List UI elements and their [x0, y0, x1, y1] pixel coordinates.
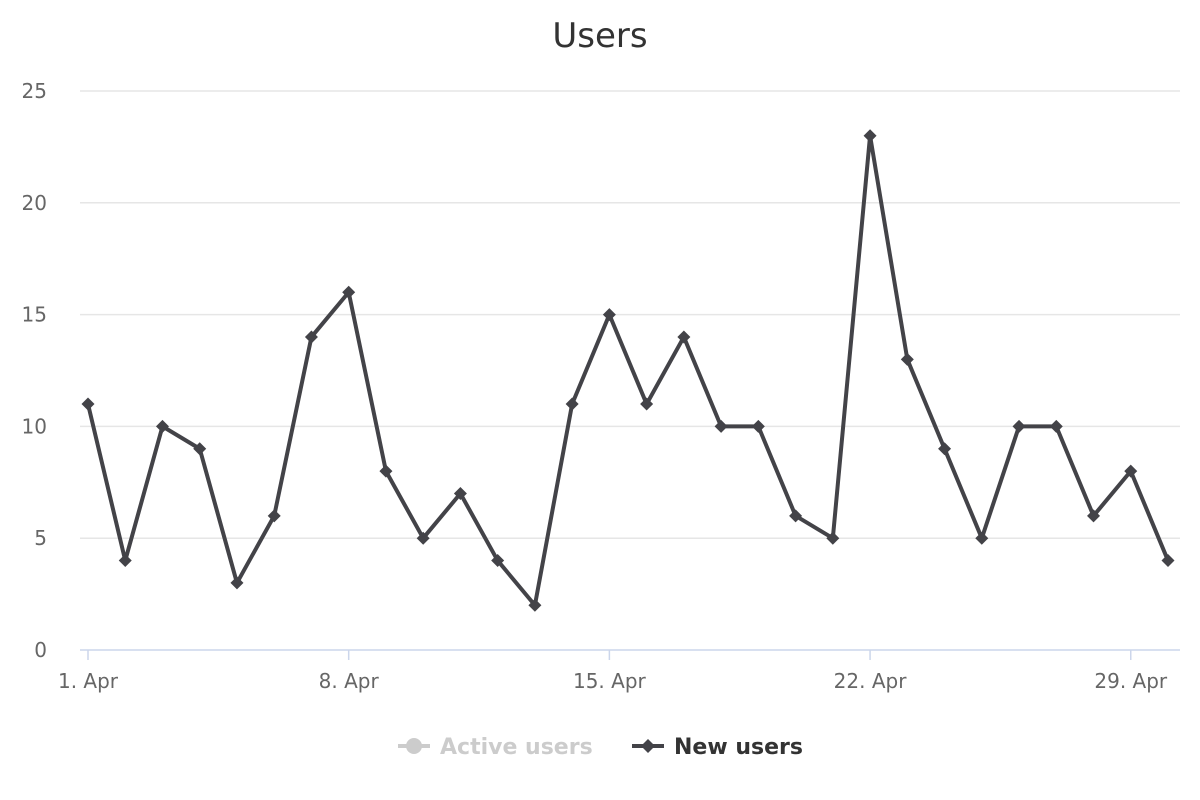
data-point[interactable]: [565, 397, 579, 411]
legend: Active users New users: [398, 735, 803, 760]
data-point[interactable]: [379, 464, 393, 478]
data-point[interactable]: [1049, 419, 1063, 433]
legend-circle-marker: [406, 738, 422, 754]
data-point[interactable]: [304, 330, 318, 344]
series-plot: [81, 129, 1175, 612]
x-tick-label: 29. Apr: [1094, 669, 1168, 693]
data-point[interactable]: [751, 419, 765, 433]
y-tick-label: 20: [22, 191, 47, 215]
y-tick-label: 10: [22, 414, 47, 438]
data-point[interactable]: [640, 397, 654, 411]
legend-label: New users: [674, 735, 803, 760]
chart-title: Users: [552, 16, 647, 56]
y-tick-label: 25: [22, 79, 47, 103]
legend-label: Active users: [440, 735, 593, 760]
data-point[interactable]: [789, 509, 803, 523]
data-point[interactable]: [1087, 509, 1101, 523]
data-point[interactable]: [900, 352, 914, 366]
data-point[interactable]: [1012, 419, 1026, 433]
y-tick-label: 0: [34, 638, 47, 662]
data-point[interactable]: [193, 442, 207, 456]
data-point[interactable]: [975, 531, 989, 545]
legend-item-new-users[interactable]: New users: [632, 735, 803, 760]
x-tick-label: 22. Apr: [834, 669, 908, 693]
data-point[interactable]: [528, 598, 542, 612]
y-tick-label: 5: [34, 526, 47, 550]
legend-diamond-marker: [641, 739, 655, 753]
axes: 0 5 10 15 20 25 1. Apr 8. Apr 15. Apr 22. Apr 29. …: [22, 79, 1180, 693]
data-point[interactable]: [155, 419, 169, 433]
data-point[interactable]: [491, 554, 505, 568]
data-point[interactable]: [602, 308, 616, 322]
data-point[interactable]: [267, 509, 281, 523]
data-point[interactable]: [81, 397, 95, 411]
data-point[interactable]: [342, 285, 356, 299]
data-point[interactable]: [714, 419, 728, 433]
y-tick-label: 15: [22, 303, 47, 327]
data-point[interactable]: [677, 330, 691, 344]
data-point[interactable]: [416, 531, 430, 545]
data-point[interactable]: [453, 486, 467, 500]
data-point[interactable]: [1124, 464, 1138, 478]
data-point[interactable]: [1161, 554, 1175, 568]
series-line-new-users: [86, 133, 1170, 608]
data-point[interactable]: [118, 554, 132, 568]
grid-lines: [80, 90, 1180, 539]
x-tick-label: 15. Apr: [573, 669, 647, 693]
data-point[interactable]: [938, 442, 952, 456]
data-point[interactable]: [826, 531, 840, 545]
legend-item-active-users[interactable]: Active users: [398, 735, 593, 760]
x-tick-label: 8. Apr: [319, 669, 380, 693]
data-point[interactable]: [230, 576, 244, 590]
data-point[interactable]: [863, 129, 877, 143]
x-tick-label: 1. Apr: [58, 669, 119, 693]
